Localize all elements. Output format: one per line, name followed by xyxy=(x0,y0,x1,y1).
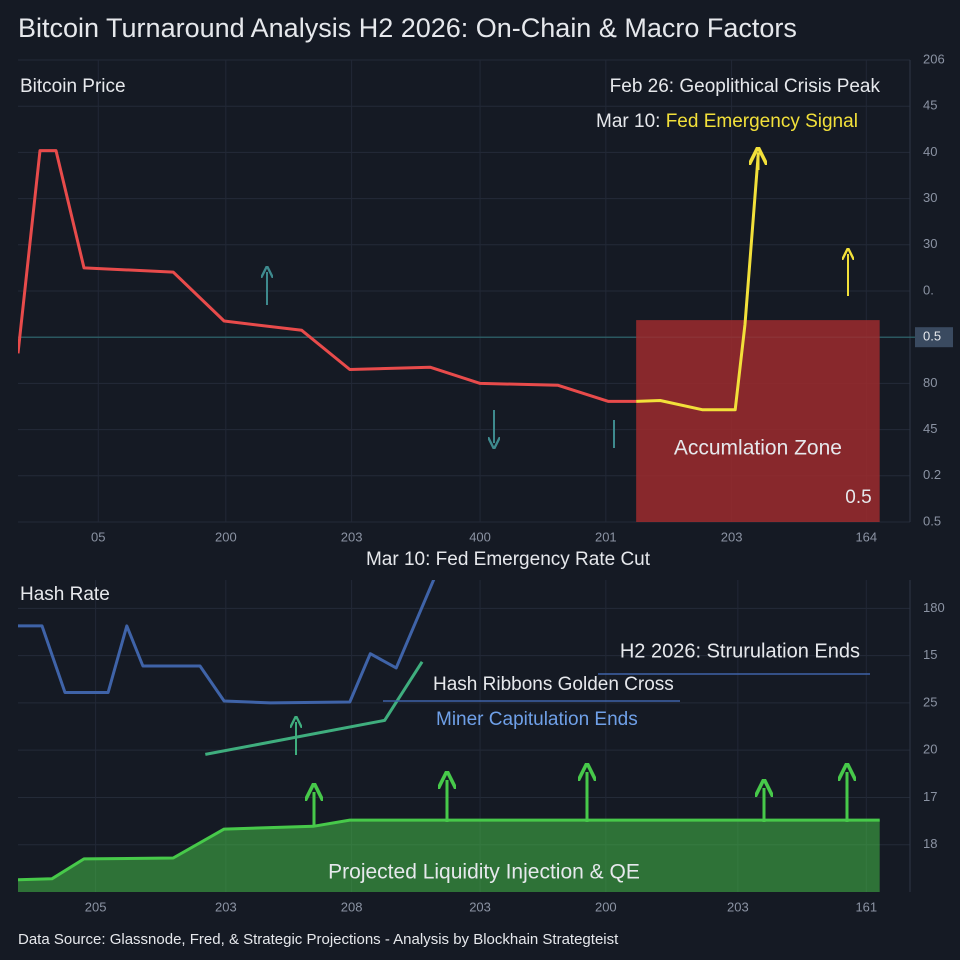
y-tick-label: 0.5 xyxy=(923,513,941,528)
annotation: Mar 10: Fed Emergency Rate Cut xyxy=(366,549,651,570)
y-tick-label: 80 xyxy=(923,375,937,390)
y-tick-label: 45 xyxy=(923,421,937,436)
annotation: Feb 26: Geoplithical Crisis Peak xyxy=(610,76,881,97)
line xyxy=(18,818,880,882)
y-tick-label: 30 xyxy=(923,236,937,251)
y-tick-label: 25 xyxy=(923,694,937,709)
x-tick-label: 203 xyxy=(341,529,363,544)
annotation: Fed Emergency Signal xyxy=(666,111,858,132)
x-tick-label: 200 xyxy=(595,899,617,914)
x-tick-label: 201 xyxy=(595,529,617,544)
line xyxy=(636,152,760,412)
zone-label: Accumlation Zone xyxy=(674,437,842,460)
y-tick-label: 206 xyxy=(923,51,945,66)
x-tick-label: 203 xyxy=(727,899,749,914)
x-tick-label: 200 xyxy=(215,529,237,544)
tick-highlight xyxy=(915,327,953,348)
annotation: Projected Liquidity Injection & QE xyxy=(328,861,640,884)
annotation: Miner Capitulation Ends xyxy=(436,709,638,730)
y-tick-label: 17 xyxy=(923,789,937,804)
y-tick-label: 0.5 xyxy=(923,329,941,344)
x-tick-label: 203 xyxy=(215,899,237,914)
annotation: Mar 10: Fed Emergency Signal xyxy=(596,111,858,132)
source-note: Data Source: Glassnode, Fred, & Strategi… xyxy=(18,931,619,948)
x-tick-label: 164 xyxy=(855,529,877,544)
line xyxy=(18,149,637,403)
y-tick-label: 40 xyxy=(923,144,937,159)
line xyxy=(205,660,424,756)
x-tick-label: 400 xyxy=(469,529,491,544)
y-tick-label: 45 xyxy=(923,98,937,113)
zone-value-label: 0.5 xyxy=(845,487,871,508)
annotation: Mar 10: xyxy=(596,111,666,132)
x-tick-label: 05 xyxy=(91,529,105,544)
x-tick-label: 161 xyxy=(855,899,877,914)
panel-title: Hash Rate xyxy=(20,584,110,605)
x-tick-label: 203 xyxy=(469,899,491,914)
line xyxy=(18,580,436,705)
area xyxy=(18,820,880,892)
annotation: H2 2026: Strurulation Ends xyxy=(620,640,860,662)
series-group xyxy=(18,149,760,412)
page-title: Bitcoin Turnaround Analysis H2 2026: On-… xyxy=(18,13,797,43)
annotation: Hash Ribbons Golden Cross xyxy=(433,674,674,695)
zone xyxy=(636,320,880,522)
y-tick-label: 18 xyxy=(923,836,937,851)
x-tick-label: 203 xyxy=(721,529,743,544)
y-tick-label: 0. xyxy=(923,282,934,297)
y-tick-label: 30 xyxy=(923,190,937,205)
panel-title: Bitcoin Price xyxy=(20,76,126,97)
arrows xyxy=(267,156,848,825)
y-tick-label: 20 xyxy=(923,742,937,757)
y-tick-label: 0.2 xyxy=(923,467,941,482)
y-tick-label: 15 xyxy=(923,647,937,662)
x-tick-label: 208 xyxy=(341,899,363,914)
y-tick-label: 180 xyxy=(923,600,945,615)
x-tick-label: 205 xyxy=(85,899,107,914)
series-group xyxy=(18,580,880,892)
